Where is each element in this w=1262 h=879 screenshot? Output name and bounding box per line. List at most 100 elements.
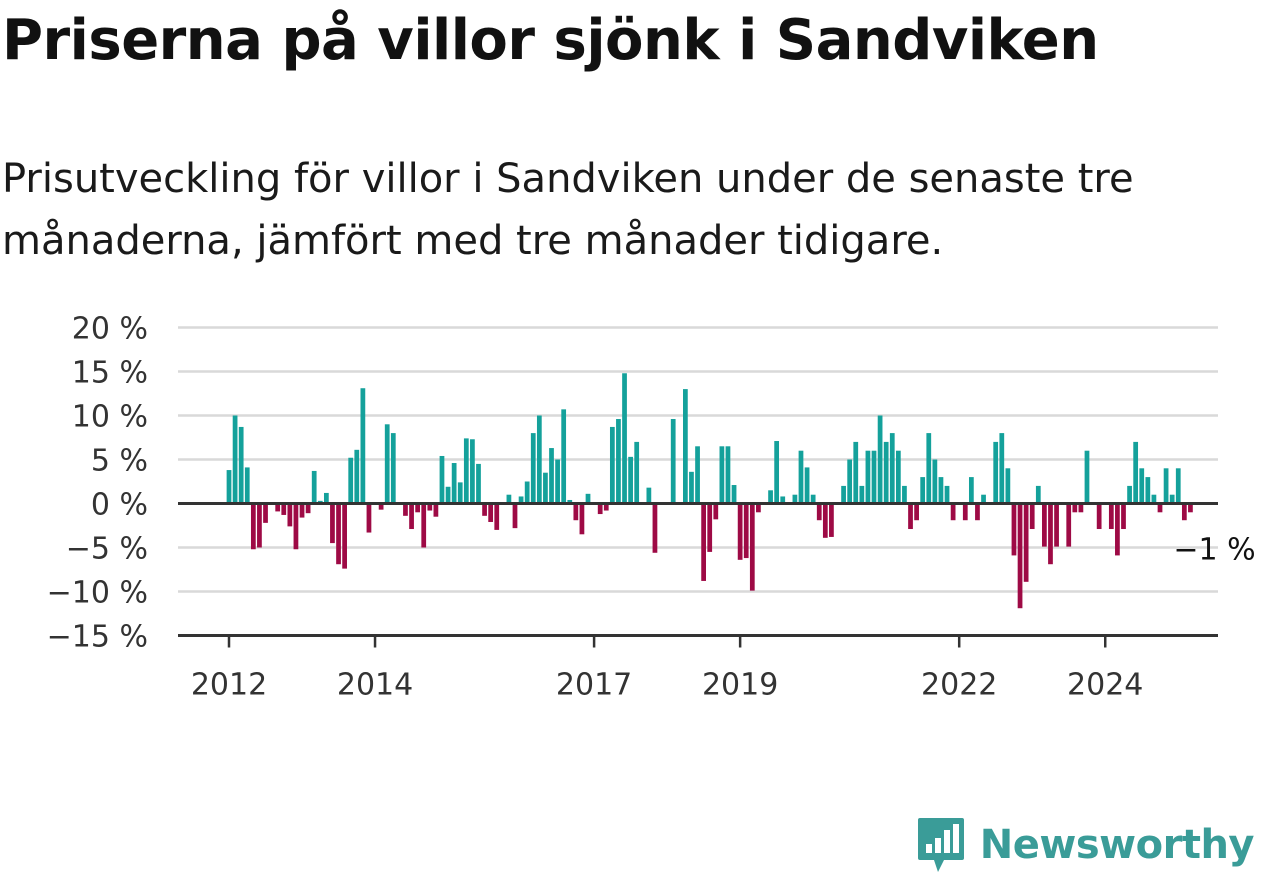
bar: [999, 433, 1005, 504]
bar: [749, 503, 755, 591]
bar: [275, 503, 281, 512]
bar: [378, 503, 384, 510]
bar-chart-speech-bubble-icon: [917, 818, 964, 872]
bar: [1175, 468, 1181, 504]
bar: [226, 470, 232, 504]
bar: [1011, 503, 1017, 556]
bar: [1084, 450, 1090, 504]
bar: [1115, 503, 1120, 556]
bar: [1042, 503, 1047, 547]
bar: [1108, 503, 1114, 530]
bar: [804, 467, 810, 504]
bar: [366, 503, 372, 533]
bar: [323, 492, 329, 504]
bar: [1035, 485, 1041, 504]
bar: [968, 477, 974, 504]
bar: [616, 419, 621, 504]
bar: [944, 485, 950, 504]
bar: [883, 441, 889, 504]
bar: [348, 457, 354, 504]
x-tick-label: 2024: [1067, 668, 1143, 703]
bar: [1145, 477, 1151, 504]
bar: [518, 496, 524, 504]
bar: [342, 503, 347, 569]
y-tick-label: 10 %: [72, 400, 148, 435]
bar: [1139, 468, 1145, 504]
bar: [859, 485, 865, 504]
bar: [865, 450, 871, 504]
bar: [305, 503, 311, 514]
bar: [232, 415, 238, 504]
bar: [1054, 503, 1059, 547]
bar: [695, 446, 700, 504]
bar: [981, 494, 986, 504]
y-tick-label: 0 %: [91, 488, 148, 523]
bar: [524, 481, 530, 504]
bar: [646, 487, 652, 504]
bar: [774, 441, 780, 504]
chart-subtitle: Prisutveckling för villor i Sandviken un…: [2, 156, 1134, 264]
bar: [494, 503, 500, 530]
bar: [683, 389, 688, 504]
bar: [914, 503, 919, 521]
bar: [1151, 494, 1157, 504]
x-tick-label: 2019: [702, 668, 778, 703]
x-tick-label: 2022: [921, 668, 997, 703]
bar: [561, 409, 567, 504]
bar: [512, 503, 518, 529]
bar: [543, 472, 548, 504]
bar: [250, 503, 256, 550]
bar: [932, 459, 938, 504]
bar: [263, 503, 268, 523]
last-value-label: −1 %: [1173, 532, 1255, 567]
bar: [463, 438, 469, 504]
bar: [330, 503, 335, 544]
bar: [780, 496, 786, 504]
bar: [877, 415, 883, 504]
bar: [1133, 441, 1139, 504]
bar: [549, 448, 554, 504]
bar: [336, 503, 341, 565]
bar: [920, 477, 926, 504]
bar: [403, 503, 408, 516]
bar: [445, 486, 451, 504]
bar: [409, 503, 414, 530]
y-axis-tick-labels: 20 % 15 % 10 % 5 % 0 % −5 % −10 % −15 %: [47, 312, 148, 655]
bar: [603, 503, 609, 511]
x-tick-label: 2014: [337, 668, 413, 703]
bar: [488, 503, 494, 522]
bar: [609, 426, 615, 504]
axes: [178, 502, 1218, 637]
bar: [360, 388, 366, 504]
bar: [950, 503, 956, 521]
bar: [257, 503, 262, 548]
bar: [1121, 503, 1126, 530]
bar: [470, 439, 475, 504]
brand-logo: Newsworthy: [916, 816, 1255, 874]
bar: [238, 426, 244, 504]
bar: [482, 503, 487, 516]
bar: [1078, 503, 1084, 513]
bar: [597, 503, 603, 515]
y-tick-label: 20 %: [72, 312, 148, 347]
bar: [1169, 494, 1175, 504]
bar: [713, 503, 719, 520]
bar: [1072, 503, 1078, 513]
bar: [628, 456, 633, 504]
bar: [384, 424, 390, 504]
bar: [737, 503, 743, 560]
y-tick-label: −10 %: [47, 576, 148, 611]
bar: [451, 463, 457, 504]
bar: [585, 493, 591, 504]
bar: [689, 471, 694, 504]
bar: [895, 450, 901, 504]
bar: [421, 503, 427, 548]
bar-chart: 20 %15 %10 %5 %0 %−5 %−10 %−15 % 2012 201…: [47, 312, 1256, 703]
bar: [1188, 503, 1193, 513]
bar: [822, 503, 828, 538]
brand-name: Newsworthy: [979, 822, 1255, 868]
bar: [1163, 468, 1169, 504]
bar: [293, 503, 299, 550]
bar: [439, 455, 445, 504]
bar: [622, 373, 627, 504]
